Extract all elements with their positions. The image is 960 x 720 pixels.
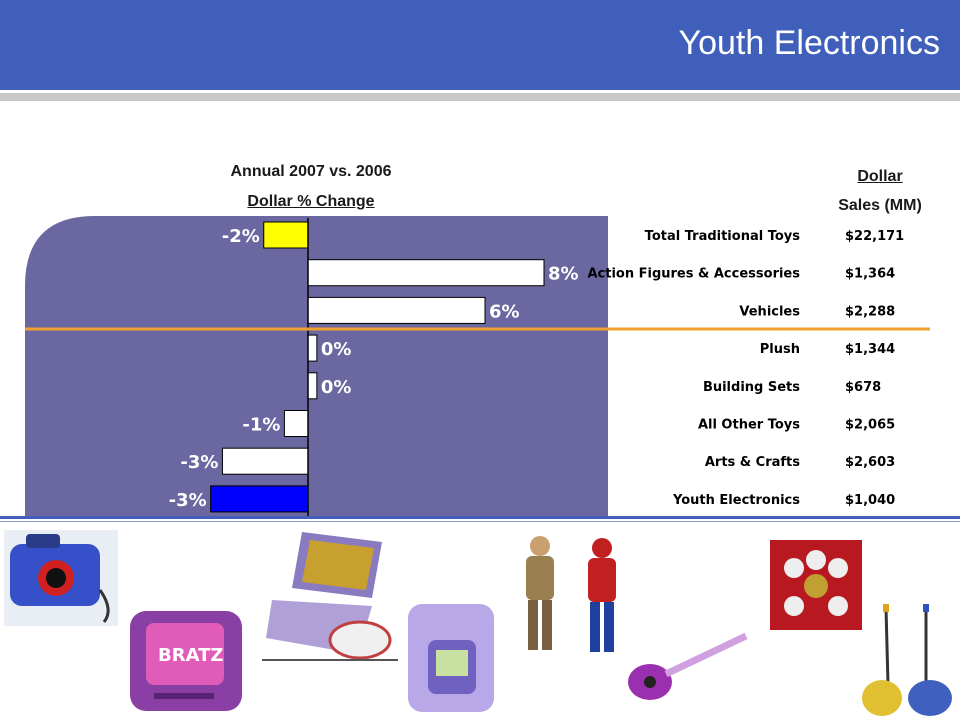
sales-value: $2,603 — [845, 455, 895, 470]
bar — [283, 410, 309, 437]
sales-value: $2,288 — [845, 304, 895, 319]
sales-value: $1,364 — [845, 267, 895, 282]
bar — [307, 334, 318, 362]
kids-laptop-image — [262, 532, 398, 661]
bar-data-label: 0% — [321, 339, 352, 360]
toy-guitar-image — [628, 632, 748, 700]
sales-value: $1,040 — [845, 493, 895, 508]
bar-data-label: -2% — [222, 226, 260, 247]
bar — [221, 447, 309, 475]
bar — [210, 485, 309, 513]
bar — [307, 296, 486, 324]
dance-mat-image — [770, 540, 862, 630]
bar-data-label: -3% — [169, 490, 207, 511]
bratz-tv-image: BRATZ — [130, 611, 242, 711]
bar-data-label: -3% — [180, 452, 218, 473]
bottom-rule-thin — [0, 521, 960, 522]
action-figures-image — [526, 536, 616, 652]
category-label: Arts & Crafts — [705, 455, 800, 470]
walkie-talkies-image — [862, 604, 952, 716]
category-label: All Other Toys — [698, 418, 800, 433]
page-title: Youth Electronics — [678, 24, 940, 62]
chart-panel — [25, 216, 608, 516]
sales-value: $1,344 — [845, 342, 895, 357]
category-label: Youth Electronics — [672, 493, 800, 508]
category-label: Total Traditional Toys — [645, 229, 801, 244]
chart-title-line1: Annual 2007 vs. 2006 — [230, 163, 392, 180]
category-label: Vehicles — [739, 304, 800, 319]
sales-value: $22,171 — [845, 229, 904, 244]
sales-value: $2,065 — [845, 418, 895, 433]
header-separator — [0, 90, 960, 93]
bar — [263, 221, 309, 249]
bar — [307, 259, 545, 287]
bars-layer: -2% 8% 6% 0% 0% -1% -3% -3% — [169, 221, 579, 513]
sales-header-line2: Sales (MM) — [838, 197, 922, 214]
bar — [307, 372, 318, 400]
kids-camera-image — [4, 530, 118, 626]
category-label: Action Figures & Accessories — [587, 267, 800, 282]
bottom-rule — [0, 516, 960, 519]
svg-text:BRATZ: BRATZ — [158, 645, 223, 666]
sales-value: $678 — [845, 380, 881, 395]
bar-data-label: -1% — [242, 415, 280, 436]
header-band — [0, 0, 960, 90]
bar-data-label: 6% — [489, 301, 520, 322]
category-label: Building Sets — [703, 380, 800, 395]
rows-layer: Total Traditional Toys $22,171 Action Figu… — [587, 229, 904, 508]
sales-header-line1: Dollar — [857, 168, 903, 185]
chart-title-line2: Dollar % Change — [247, 193, 375, 210]
category-label: Plush — [760, 342, 800, 357]
bar-data-label: 8% — [548, 264, 579, 285]
header-stripe — [0, 93, 960, 101]
bar-data-label: 0% — [321, 377, 352, 398]
handheld-game-image — [408, 604, 494, 712]
